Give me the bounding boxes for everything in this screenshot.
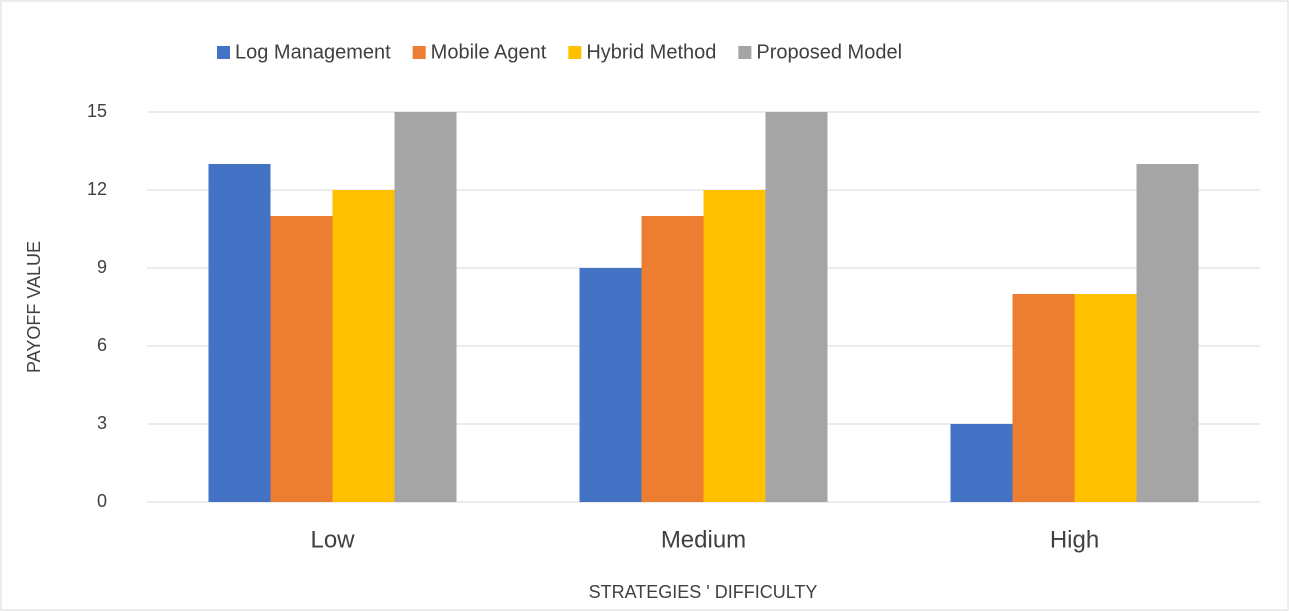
legend-swatch bbox=[217, 46, 230, 59]
bar bbox=[1012, 294, 1075, 502]
y-axis-label: PAYOFF VALUE bbox=[24, 241, 44, 373]
bar bbox=[208, 164, 271, 502]
y-tick-label: 3 bbox=[97, 413, 107, 433]
legend-swatch bbox=[568, 46, 582, 59]
legend-label: Proposed Model bbox=[756, 41, 902, 63]
bar bbox=[332, 190, 395, 502]
x-tick-label: High bbox=[1050, 526, 1099, 553]
y-tick-label: 12 bbox=[87, 179, 107, 199]
legend-label: Hybrid Method bbox=[586, 41, 716, 63]
bar bbox=[270, 216, 333, 502]
x-axis-label: STRATEGIES ' DIFFICULTY bbox=[589, 582, 818, 602]
bar bbox=[394, 112, 457, 502]
x-tick-label: Medium bbox=[661, 526, 746, 553]
x-tick-label: Low bbox=[310, 526, 355, 553]
bar bbox=[641, 216, 704, 502]
legend-label: Mobile Agent bbox=[431, 41, 547, 63]
bar bbox=[950, 424, 1013, 502]
y-tick-label: 0 bbox=[97, 491, 107, 511]
bar bbox=[1074, 294, 1137, 502]
y-tick-label: 9 bbox=[97, 257, 107, 277]
legend-swatch bbox=[738, 46, 752, 59]
legend-label: Log Management bbox=[235, 41, 391, 63]
bar bbox=[765, 112, 828, 502]
y-tick-label: 6 bbox=[97, 335, 107, 355]
bar bbox=[703, 190, 766, 502]
bar bbox=[1136, 164, 1199, 502]
y-tick-label: 15 bbox=[87, 101, 107, 121]
legend-swatch bbox=[412, 46, 426, 59]
bar bbox=[579, 268, 642, 502]
